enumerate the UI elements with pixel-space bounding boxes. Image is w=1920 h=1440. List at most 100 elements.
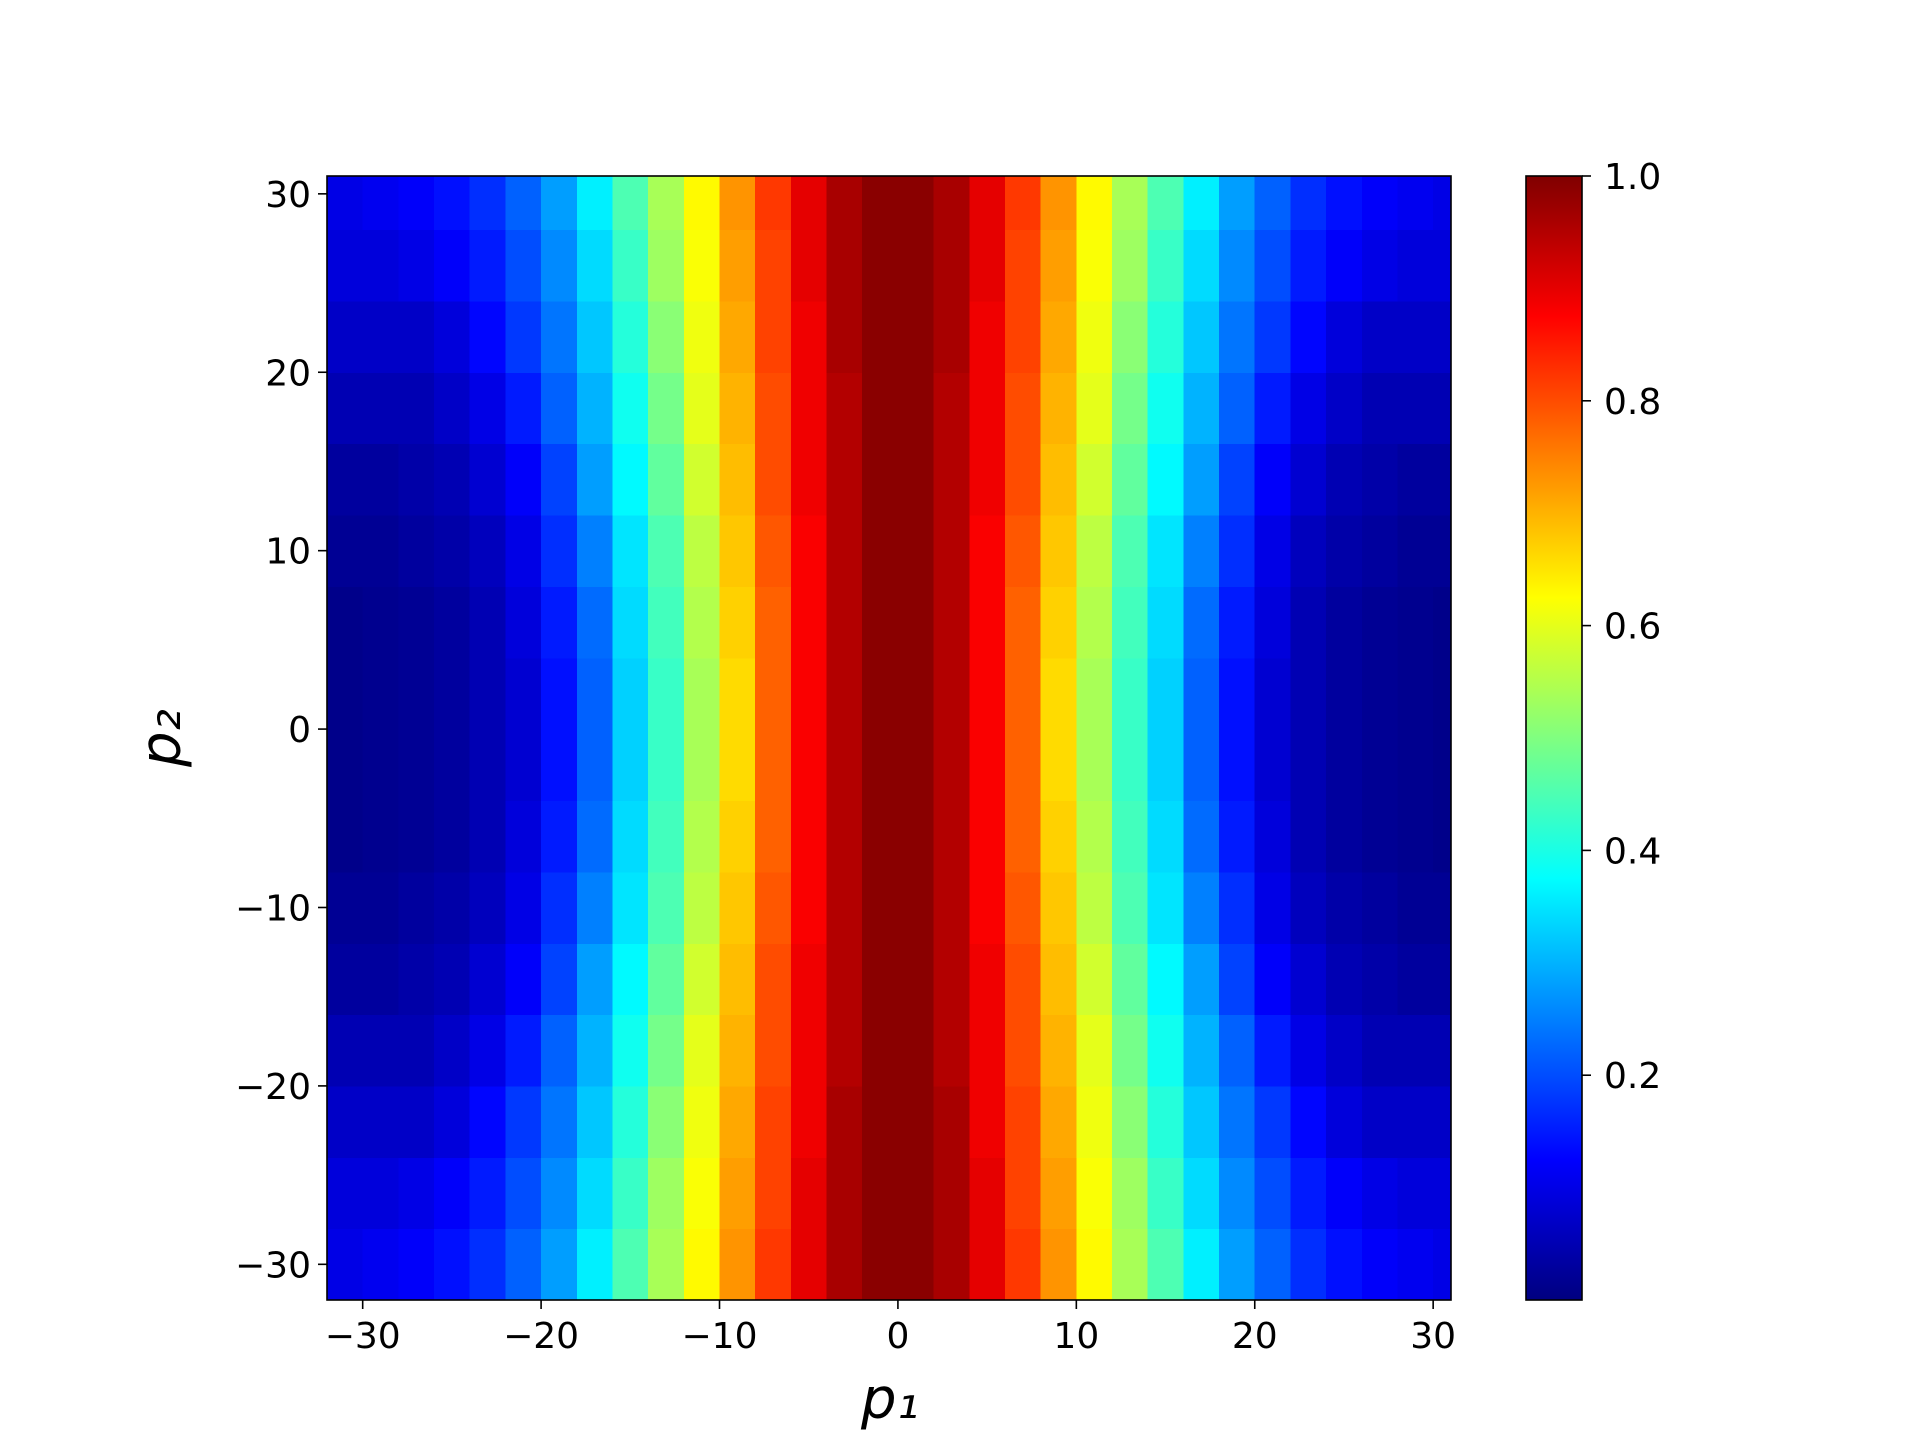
heatmap-cell	[1433, 800, 1451, 873]
heatmap-cell	[826, 1014, 863, 1087]
heatmap-cell	[897, 657, 935, 730]
heatmap-cell	[362, 1014, 399, 1087]
heatmap-cell	[683, 1228, 721, 1300]
heatmap-cell	[469, 372, 507, 445]
heatmap-cell	[862, 176, 899, 231]
heatmap-cell	[933, 657, 970, 730]
heatmap-cell	[1004, 1157, 1042, 1230]
heatmap-cell	[719, 586, 756, 659]
heatmap-cell	[1361, 586, 1399, 659]
heatmap-cell	[719, 657, 756, 730]
heatmap-cell	[826, 871, 863, 944]
heatmap-cell	[612, 871, 649, 944]
heatmap-cell	[933, 372, 970, 445]
heatmap-cell	[362, 800, 399, 873]
heatmap-cell	[755, 1228, 792, 1300]
heatmap-cell	[1219, 657, 1256, 730]
heatmap-cell	[790, 372, 828, 445]
heatmap-cell	[1147, 229, 1184, 302]
heatmap-cell	[327, 657, 364, 730]
heatmap-cell	[327, 1085, 364, 1158]
heatmap-cell	[1433, 729, 1451, 802]
heatmap-cell	[327, 176, 364, 231]
heatmap-cell	[434, 300, 471, 373]
heatmap-cell	[1219, 300, 1256, 373]
heatmap-cell	[612, 372, 649, 445]
heatmap-cell	[1147, 1157, 1184, 1230]
heatmap-cell	[398, 729, 435, 802]
heatmap-cell	[1112, 1014, 1149, 1087]
heatmap-cell	[612, 800, 649, 873]
heatmap-cell	[648, 372, 685, 445]
heatmap-cell	[434, 1085, 471, 1158]
heatmap-cell	[790, 514, 828, 587]
heatmap-cell	[362, 657, 399, 730]
heatmap-cell	[1326, 1228, 1363, 1300]
heatmap-cell	[1183, 586, 1220, 659]
heatmap-cell	[576, 586, 614, 659]
heatmap-cell	[1326, 1014, 1363, 1087]
heatmap-cell	[755, 1085, 792, 1158]
heatmap-cell	[933, 1085, 970, 1158]
heatmap-cell	[1183, 1014, 1220, 1087]
heatmap-cell	[1361, 443, 1399, 516]
heatmap-cell	[683, 1014, 721, 1087]
heatmap-cell	[862, 443, 899, 516]
heatmap-cell	[362, 586, 399, 659]
heatmap-cell	[398, 229, 435, 302]
heatmap-cell	[969, 943, 1006, 1016]
heatmap-cell	[541, 1157, 578, 1230]
heatmap-cell	[612, 443, 649, 516]
heatmap-cell	[1290, 372, 1327, 445]
heatmap-cell	[1076, 514, 1113, 587]
y-tick-label: −10	[235, 888, 311, 929]
heatmap-cell	[398, 586, 435, 659]
heatmap-cell	[1397, 1157, 1434, 1230]
plot-frame	[326, 175, 1452, 1301]
heatmap-cell	[755, 586, 792, 659]
heatmap-cell	[541, 1228, 578, 1300]
heatmap-cell	[683, 800, 721, 873]
heatmap-cell	[362, 1157, 399, 1230]
heatmap-cell	[612, 1014, 649, 1087]
heatmap-cell	[1004, 176, 1042, 231]
heatmap-cell	[1147, 1085, 1184, 1158]
heatmap-cell	[969, 1085, 1006, 1158]
heatmap-cell	[1219, 871, 1256, 944]
heatmap-cell	[576, 300, 614, 373]
heatmap-cell	[1183, 229, 1220, 302]
heatmap-cell	[541, 1085, 578, 1158]
heatmap-cell	[1183, 514, 1220, 587]
heatmap-cell	[398, 1014, 435, 1087]
heatmap-cell	[1040, 300, 1077, 373]
heatmap-cell	[1147, 729, 1184, 802]
heatmap-cell	[969, 586, 1006, 659]
heatmap-cell	[1219, 372, 1256, 445]
heatmap-cell	[1397, 800, 1434, 873]
heatmap-cell	[434, 800, 471, 873]
heatmap-cell	[1183, 372, 1220, 445]
heatmap-cell	[434, 871, 471, 944]
heatmap-cell	[1433, 586, 1451, 659]
heatmap-cell	[469, 514, 507, 587]
heatmap-cell	[1254, 300, 1292, 373]
heatmap-cell	[1433, 1085, 1451, 1158]
heatmap-cell	[1219, 1085, 1256, 1158]
heatmap-cell	[576, 1085, 614, 1158]
heatmap-cell	[1397, 1014, 1434, 1087]
heatmap-cell	[327, 443, 364, 516]
heatmap-cell	[719, 871, 756, 944]
heatmap-cell	[790, 657, 828, 730]
heatmap-cell	[1326, 943, 1363, 1016]
heatmap-cell	[862, 1014, 899, 1087]
heatmap-cell	[612, 1085, 649, 1158]
heatmap-cell	[1112, 514, 1149, 587]
heatmap-cell	[897, 943, 935, 1016]
heatmap-cell	[576, 514, 614, 587]
heatmap-cell	[434, 372, 471, 445]
heatmap-cell	[1040, 800, 1077, 873]
heatmap-cell	[1433, 443, 1451, 516]
heatmap-cell	[1361, 871, 1399, 944]
heatmap-cell	[1254, 1085, 1292, 1158]
heatmap-cell	[1147, 372, 1184, 445]
